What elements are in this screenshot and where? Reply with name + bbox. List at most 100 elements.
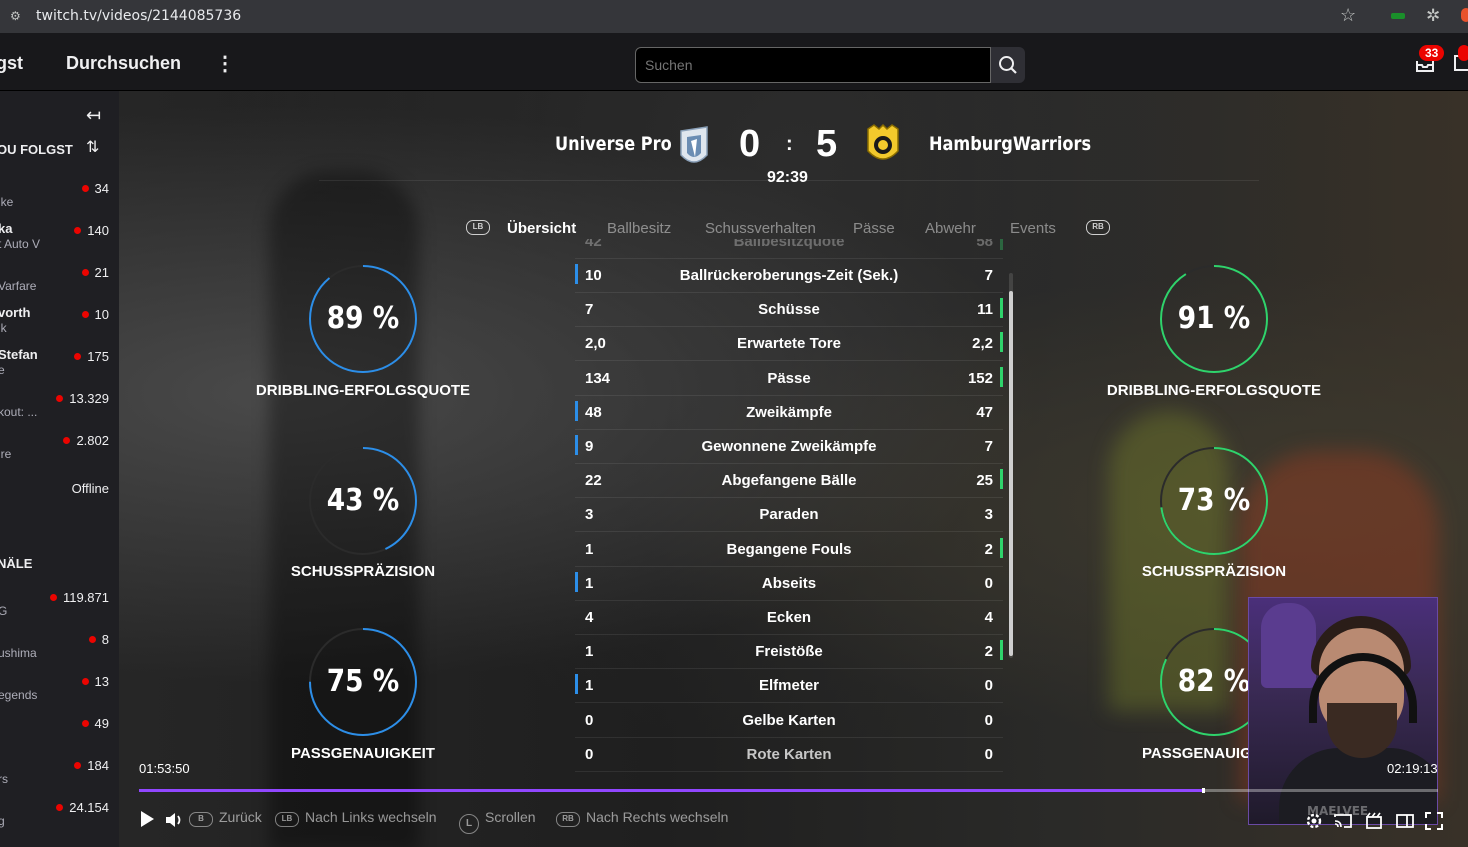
stat-home-value: 0 [585, 745, 594, 763]
extensions-icon[interactable]: ✲ [1426, 6, 1441, 25]
sidebar-channel[interactable]: ushima 8 [0, 630, 119, 670]
ring-arc [309, 447, 417, 555]
sort-icon[interactable]: ⇅ [86, 139, 100, 156]
stat-away-value: 0 [984, 677, 993, 695]
notification-dot [1458, 45, 1468, 61]
seek-bar[interactable] [139, 788, 1438, 793]
sidebar-channel[interactable]: Offline [0, 479, 119, 519]
stat-away-value: 2 [984, 643, 993, 661]
collapse-sidebar-icon[interactable]: ↤ [86, 105, 102, 125]
duration: 02:19:13 [1387, 761, 1438, 776]
search-input[interactable] [635, 47, 991, 83]
tab-passes[interactable]: Pässe [853, 220, 895, 237]
channel-game: ike [0, 195, 14, 209]
stat-home-value: 1 [585, 574, 594, 592]
sidebar-channel[interactable]: egends 13 [0, 672, 119, 712]
bookmark-star-icon[interactable]: ☆ [1340, 5, 1357, 25]
ring-arc [309, 628, 417, 736]
stat-away-value: 7 [984, 438, 993, 455]
stat-name: Begangene Fouls [726, 540, 852, 558]
channel-viewers: 13 [82, 674, 109, 689]
ring-value: 82 % [1177, 664, 1251, 699]
inbox-icon[interactable] [1414, 53, 1436, 75]
settings-gear-icon[interactable] [1304, 811, 1324, 831]
stat-away-value: 2 [984, 540, 993, 558]
ring-label: DRIBBLING-ERFOLGSQUOTE [255, 382, 471, 399]
stat-row: Ballrückeroberungs-Zeit (Sek.) 10 7 [575, 259, 1003, 293]
webcam-headphones [1309, 653, 1417, 723]
channel-name: vorth [0, 305, 31, 320]
stat-home-value: 22 [585, 472, 602, 490]
fullscreen-icon[interactable] [1424, 811, 1444, 831]
extension-icon[interactable] [1391, 13, 1405, 19]
profile-icon[interactable] [1461, 8, 1468, 22]
video-player[interactable]: Universe Pro 0 : 5 HamburgWarriors 92:39… [119, 91, 1468, 847]
tab-events[interactable]: Events [1010, 220, 1056, 237]
stat-name: Ballrückeroberungs-Zeit (Sek.) [679, 267, 899, 284]
volume-icon[interactable] [165, 811, 185, 829]
channel-game: ik [0, 321, 7, 335]
tab-overview[interactable]: Übersicht [507, 220, 577, 237]
site-info-icon[interactable]: ⚙ [10, 9, 21, 23]
hint-left: LB Nach Links wechseln [275, 809, 437, 827]
stat-row: Schüsse 7 11 [575, 293, 1003, 328]
stats-table[interactable]: Ballbesitzquote 42 58 Ballrückeroberungs-Ze… [569, 239, 1019, 787]
channel-viewers: 175 [74, 349, 109, 364]
sidebar-channel[interactable]: Stefan e 175 [0, 347, 119, 387]
channel-game: e [0, 363, 5, 377]
hint-back: B Zurück [189, 809, 262, 827]
stat-name: Zweikämpfe [746, 403, 832, 421]
search-button[interactable] [991, 47, 1025, 83]
sidebar-channel[interactable]: rs 184 [0, 756, 119, 796]
home-lead-indicator [575, 400, 578, 421]
stat-row: Abgefangene Bälle 22 25 [575, 464, 1003, 499]
stats-scrollbar-thumb[interactable] [1009, 291, 1013, 656]
stat-row: Paraden 3 3 [575, 498, 1003, 533]
sidebar-channel[interactable]: l 49 [0, 714, 119, 754]
sidebar-channel[interactable]: Varfare 21 [0, 263, 119, 303]
away-ring: 73 % [1160, 447, 1268, 555]
channel-game: Varfare [0, 279, 37, 293]
ring-label: SCHUSSPRÄZISION [290, 563, 436, 580]
away-lead-indicator [1000, 640, 1003, 661]
hint-back-label: Zurück [219, 809, 262, 825]
address-bar[interactable]: twitch.tv/videos/2144085736 [36, 8, 242, 24]
ring-arc [1160, 265, 1268, 373]
ring-arc [1160, 447, 1268, 555]
sidebar-channel[interactable]: vorth ik 10 [0, 305, 119, 345]
stat-name: Freistöße [755, 643, 823, 661]
stat-name: Rote Karten [746, 745, 832, 763]
away-team-name: HamburgWarriors [929, 133, 1092, 155]
seek-bar-handle[interactable] [1201, 788, 1205, 793]
tab-defense[interactable]: Abwehr [925, 220, 976, 237]
home-ring: 75 % [309, 628, 417, 736]
channel-game: t Auto V [0, 237, 41, 251]
sidebar-channel[interactable]: ka t Auto V 140 [0, 221, 119, 261]
theatre-mode-icon[interactable] [1395, 811, 1415, 831]
ring-label: PASSGENAUIGKEIT [291, 745, 435, 762]
home-ring: 89 % [309, 265, 417, 373]
stat-home-value: 1 [585, 677, 594, 695]
stat-away-value: 0 [984, 745, 993, 763]
nav-browse[interactable]: Durchsuchen [66, 53, 182, 73]
ring-label: PASSGENAUIG [1142, 745, 1252, 762]
cast-icon[interactable] [1333, 811, 1353, 831]
home-lead-indicator [575, 435, 578, 455]
sidebar-channel[interactable]: ire 2.802 [0, 431, 119, 471]
tab-possession[interactable]: Ballbesitz [607, 220, 672, 237]
stat-home-value: 7 [585, 301, 594, 319]
more-options-icon[interactable]: ⋮ [215, 53, 235, 75]
tab-shooting[interactable]: Schussverhalten [705, 220, 816, 237]
play-icon[interactable] [139, 810, 155, 828]
clip-icon[interactable] [1364, 811, 1384, 831]
sidebar-channel[interactable]: kout: ... 13.329 [0, 389, 119, 429]
sidebar-channel[interactable]: g 24.154 [0, 798, 119, 838]
home-score: 0 [739, 123, 761, 165]
nav-following[interactable]: gst [0, 53, 23, 73]
stat-home-value: 4 [585, 609, 594, 626]
sidebar-channel[interactable]: ike 34 [0, 179, 119, 219]
channel-game: rs [0, 772, 8, 786]
stat-row: Gelbe Karten 0 0 [575, 704, 1003, 738]
seek-bar-fill [139, 789, 1202, 792]
sidebar-channel[interactable]: G 119.871 [0, 588, 119, 628]
